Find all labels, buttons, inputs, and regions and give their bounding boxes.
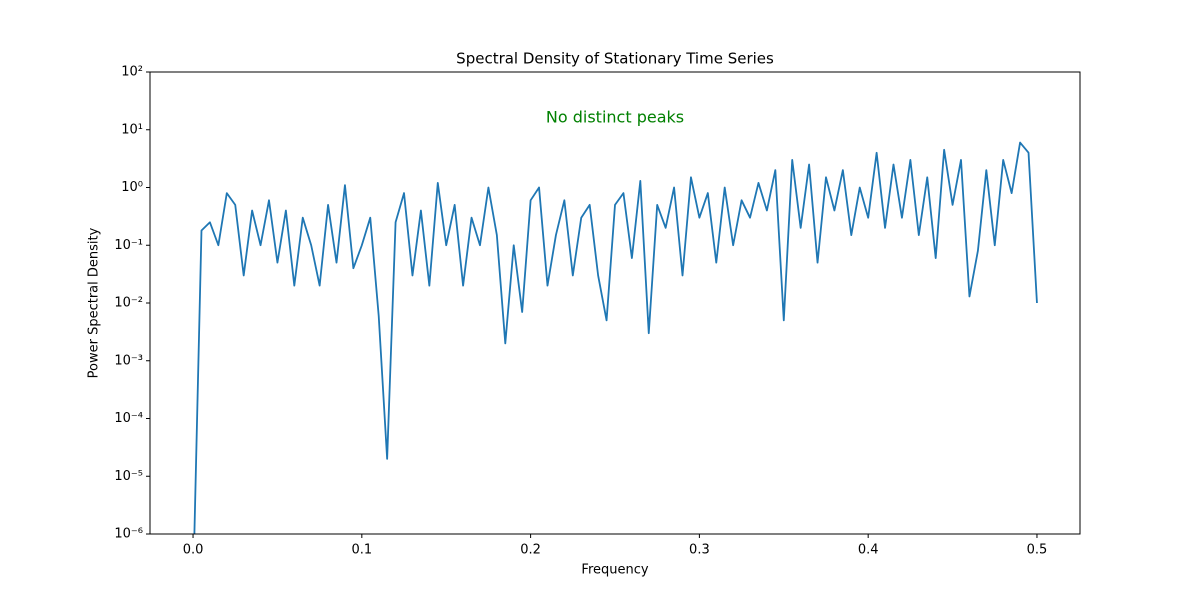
x-tick-label: 0.1 bbox=[351, 543, 372, 558]
y-tick-label: 10² bbox=[121, 65, 143, 80]
x-tick-label: 0.0 bbox=[183, 543, 204, 558]
y-tick-label: 10¹ bbox=[121, 122, 143, 137]
x-axis-label: Frequency bbox=[581, 563, 648, 578]
chart-title: Spectral Density of Stationary Time Seri… bbox=[456, 50, 774, 68]
y-tick-label: 10⁻⁶ bbox=[114, 527, 143, 542]
annotation: No distinct peaks bbox=[546, 108, 684, 127]
x-tick-label: 0.3 bbox=[689, 543, 710, 558]
y-tick-label: 10⁻¹ bbox=[114, 238, 143, 253]
y-tick-label: 10⁻⁴ bbox=[114, 411, 143, 426]
y-tick-label: 10⁻² bbox=[114, 296, 143, 311]
plot-frame bbox=[149, 71, 1081, 535]
x-tick-label: 0.4 bbox=[858, 543, 879, 558]
y-axis-label: Power Spectral Density bbox=[87, 227, 102, 378]
y-tick-label: 10⁰ bbox=[121, 180, 143, 195]
x-tick-label: 0.5 bbox=[1027, 543, 1048, 558]
y-tick-label: 10⁻³ bbox=[114, 353, 143, 368]
y-tick-label: 10⁻⁵ bbox=[114, 469, 143, 484]
x-tick-label: 0.2 bbox=[520, 543, 541, 558]
data-line bbox=[193, 141, 1038, 534]
